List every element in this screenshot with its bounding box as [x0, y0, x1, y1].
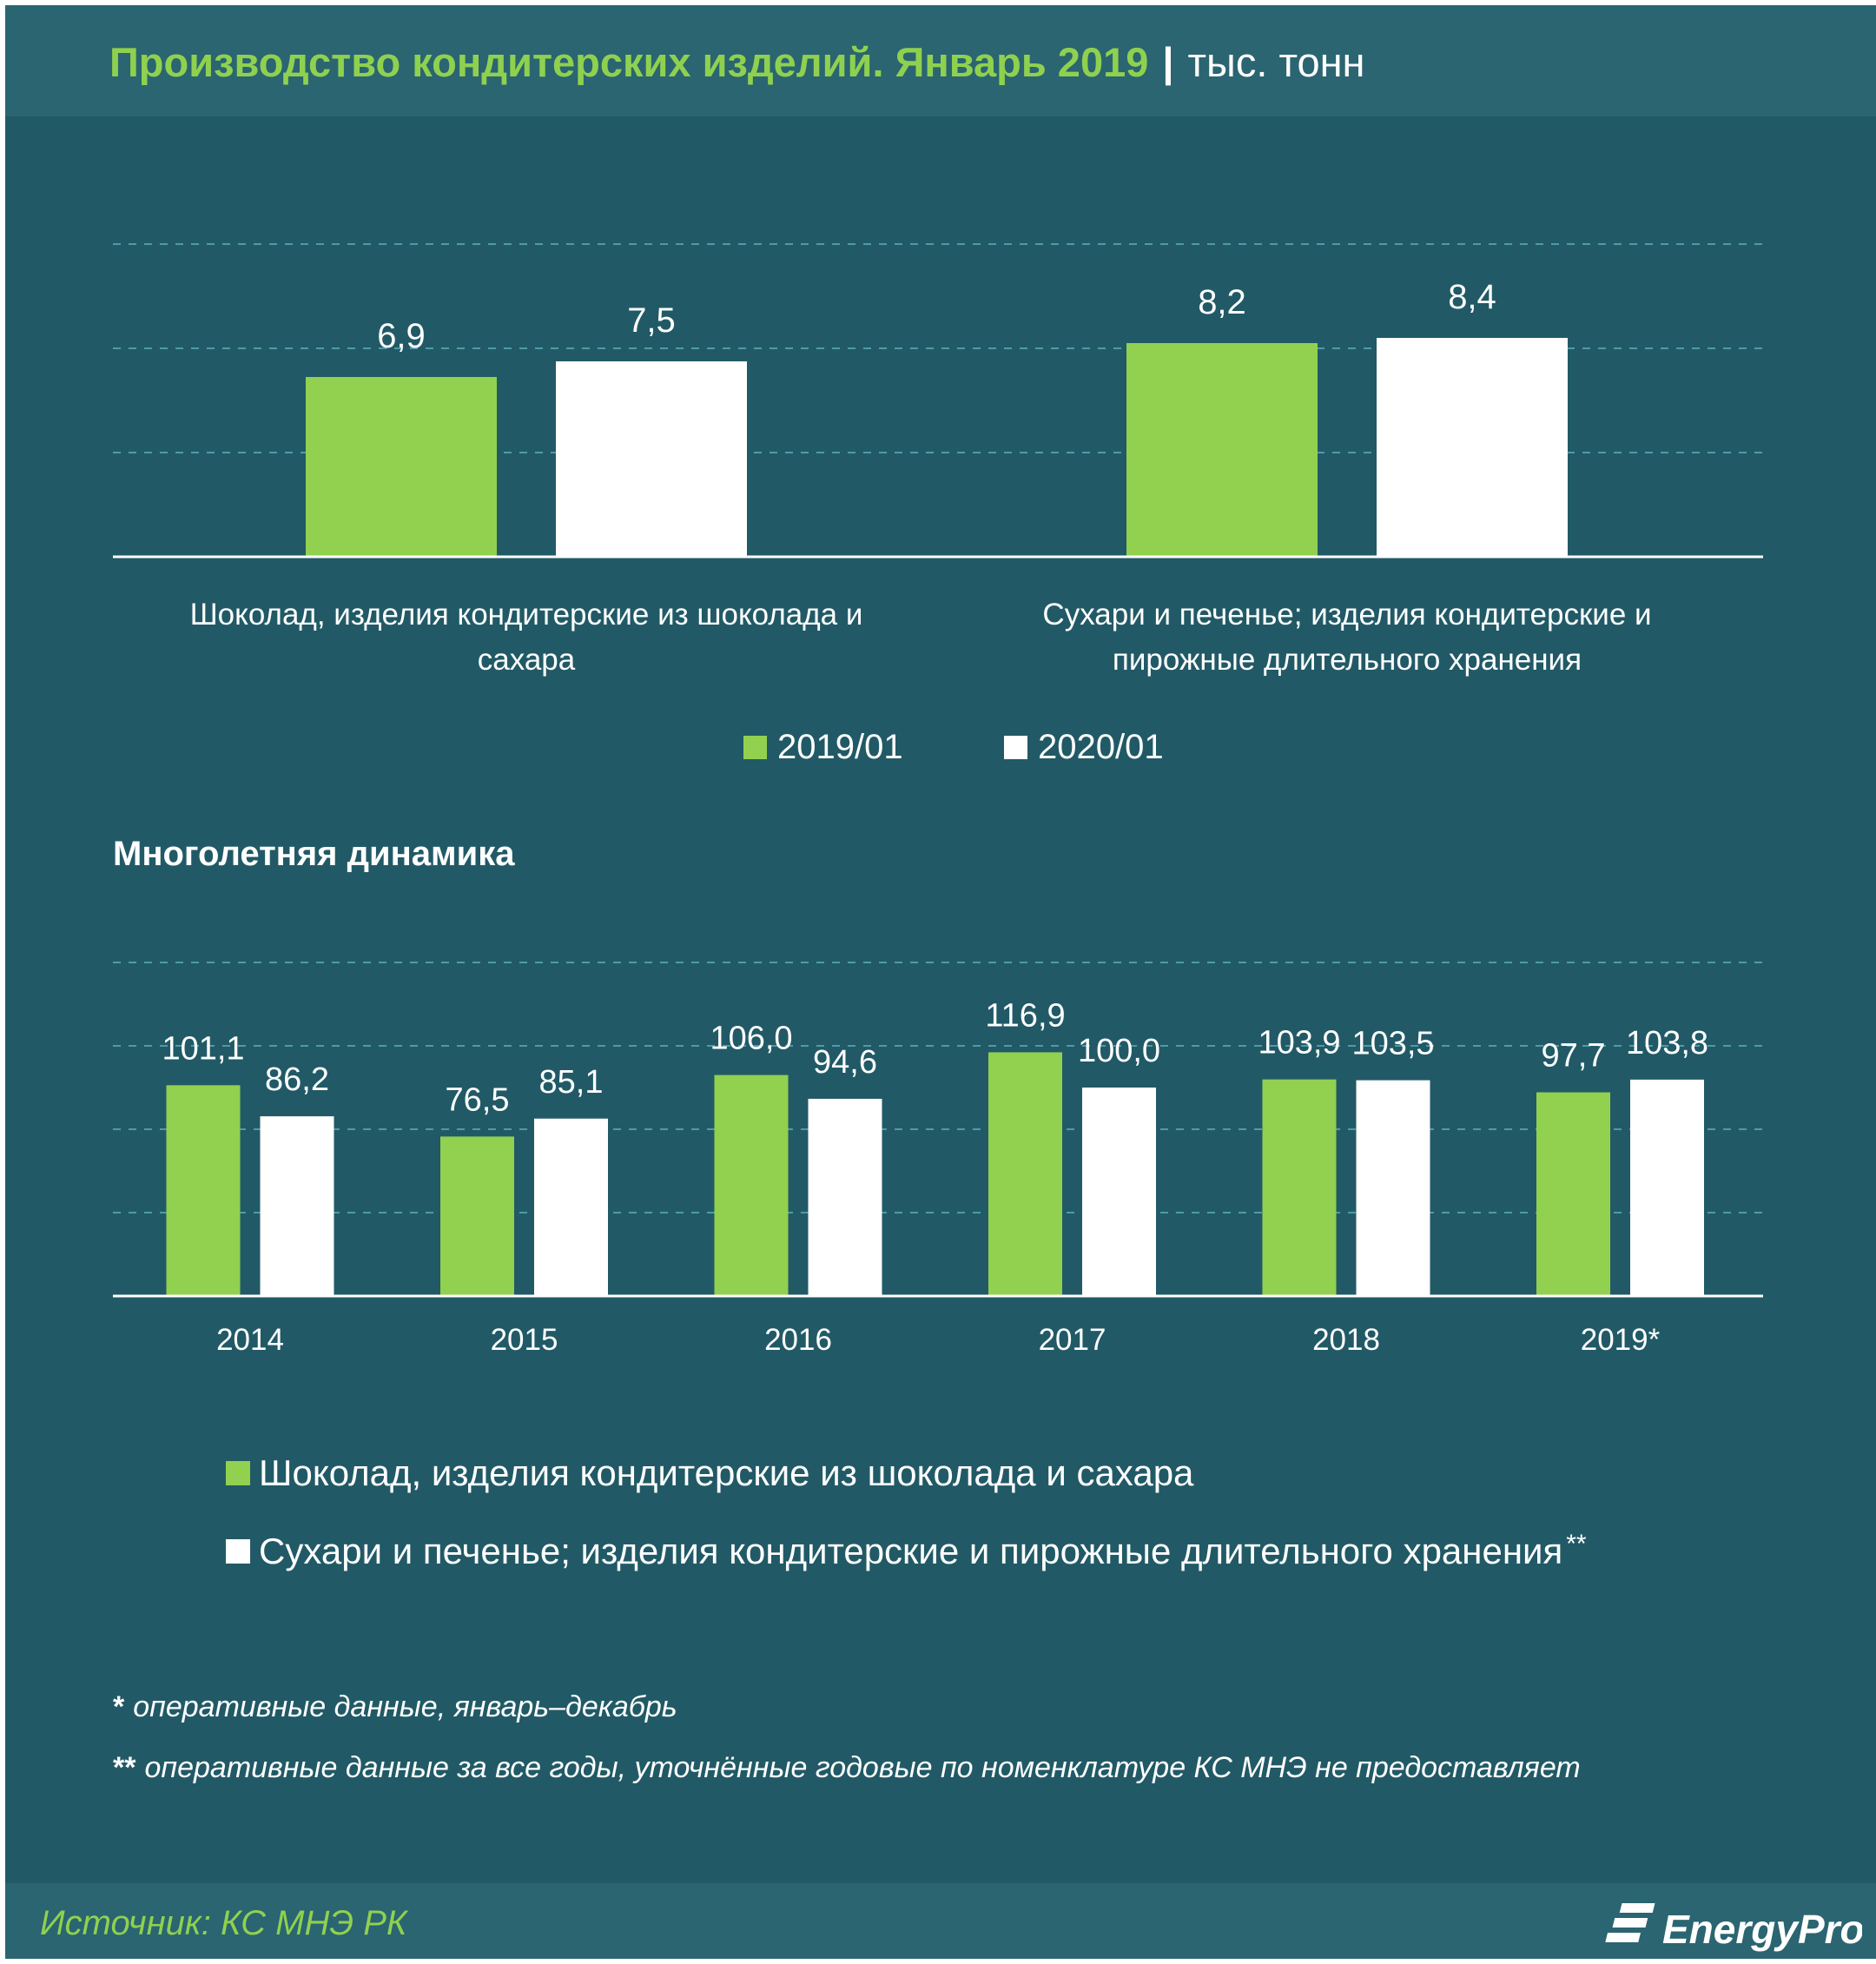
bar-bottom-s1-c3 [1082, 1088, 1156, 1296]
footnote-2-mark: ** [113, 1751, 136, 1784]
data-label-top-s0-c1: 8,2 [1198, 283, 1246, 321]
data-label-bottom-s1-c2: 94,6 [813, 1044, 877, 1081]
data-label-bottom-s0-c4: 103,9 [1258, 1025, 1340, 1061]
footnote-2: ** оперативные данные за все годы, уточнё… [113, 1751, 1581, 1785]
legend-bottom-label-chocolate: Шоколад, изделия кондитерские из шоколад… [259, 1452, 1194, 1493]
bar-top-s0-c1 [1126, 343, 1318, 557]
legend-swatch-green [226, 1461, 250, 1485]
footnote-1-mark: * [113, 1690, 125, 1723]
data-label-top-s1-c1: 8,4 [1448, 278, 1496, 316]
category-label-top-c1-l1: пирожные длительного хранения [1113, 643, 1582, 677]
legend-top-item-2020: 2020/01 [1004, 728, 1164, 767]
infographic-panel: Производство кондитерских изделий. Январ… [5, 5, 1876, 1959]
legend-bottom-label-suffix: ** [1566, 1530, 1587, 1558]
bar-bottom-s1-c4 [1356, 1080, 1430, 1296]
legend-bottom-item-biscuits: Сухари и печенье; изделия кондитерские и… [226, 1530, 1587, 1572]
bar-bottom-s0-c5 [1536, 1092, 1610, 1296]
category-label-bottom-c3-l0: 2017 [1039, 1323, 1106, 1357]
category-label-bottom-c1-l0: 2015 [491, 1323, 558, 1357]
bar-bottom-s0-c1 [440, 1136, 514, 1296]
bar-top-s1-c0 [556, 361, 747, 557]
section-title: Многолетняя динамика [113, 835, 515, 873]
data-label-bottom-s1-c0: 86,2 [265, 1061, 329, 1098]
data-label-bottom-s0-c5: 97,7 [1542, 1038, 1606, 1075]
title-unit: тыс. тонн [1187, 39, 1365, 85]
data-label-bottom-s0-c2: 106,0 [710, 1021, 792, 1057]
bar-top-s0-c0 [306, 377, 497, 557]
category-label-top-c1-l0: Сухари и печенье; изделия кондитерские и [1042, 598, 1651, 632]
data-label-top-s0-c0: 6,9 [377, 317, 426, 355]
chart-multiyear-dynamics: 101,1 86,2 2014 76,5 85,1 2015 106,0 94,6 2016 11… [113, 962, 1763, 1357]
data-label-bottom-s1-c4: 103,5 [1351, 1026, 1434, 1062]
legend-bottom-label-biscuits: Сухари и печенье; изделия кондитерские и… [259, 1531, 1563, 1571]
page-title: Производство кондитерских изделий. Январ… [109, 38, 1365, 86]
footer-band [5, 1883, 1876, 1959]
data-label-bottom-s1-c3: 100,0 [1078, 1033, 1160, 1069]
bar-bottom-s1-c1 [534, 1118, 608, 1296]
source-note: Источник: КС МНЭ РК [40, 1904, 407, 1942]
category-label-top-c0-l1: сахара [478, 643, 576, 677]
data-label-bottom-s0-c0: 101,1 [162, 1030, 244, 1067]
category-label-top-c0-l0: Шоколад, изделия кондитерские из шоколад… [190, 598, 863, 632]
footnote-1-text: оперативные данные, январь–декабрь [133, 1690, 677, 1723]
bar-bottom-s1-c0 [260, 1116, 334, 1296]
chart-january-comparison: 6,9 7,5 Шоколад, изделия кондитерские из ш… [113, 243, 1763, 677]
legend-swatch-green [743, 736, 767, 759]
category-label-bottom-c0-l0: 2014 [216, 1323, 284, 1357]
legend-bottom-item-chocolate: Шоколад, изделия кондитерские из шоколад… [226, 1452, 1193, 1494]
bar-bottom-s1-c2 [808, 1098, 882, 1296]
bar-bottom-s0-c4 [1262, 1079, 1337, 1296]
category-label-bottom-c4-l0: 2018 [1312, 1323, 1380, 1357]
data-label-bottom-s1-c5: 103,8 [1626, 1025, 1708, 1061]
data-label-bottom-s0-c3: 116,9 [985, 997, 1065, 1034]
energyprom-logo-icon: EnergyProm [1605, 1903, 1862, 1952]
legend-swatch-white [226, 1539, 250, 1564]
footnote-2-text: оперативные данные за все годы, уточнённ… [144, 1751, 1581, 1784]
bar-bottom-s0-c0 [166, 1085, 241, 1296]
header-band: Производство кондитерских изделий. Январ… [5, 5, 1876, 116]
legend-top-label-2020: 2020/01 [1038, 728, 1164, 766]
bar-bottom-s0-c3 [988, 1052, 1062, 1296]
legend-top-item-2019: 2019/01 [743, 728, 903, 767]
data-label-top-s1-c0: 7,5 [627, 301, 676, 340]
legend-swatch-white [1004, 736, 1027, 759]
data-label-bottom-s1-c1: 85,1 [539, 1064, 604, 1101]
title-text: Производство кондитерских изделий. Январ… [109, 39, 1149, 85]
legend-top-label-2019: 2019/01 [777, 728, 903, 766]
bar-bottom-s0-c2 [714, 1075, 789, 1296]
bar-bottom-s1-c5 [1630, 1079, 1704, 1296]
data-label-bottom-s0-c1: 76,5 [446, 1081, 510, 1118]
footnote-1: * оперативные данные, январь–декабрь [113, 1690, 677, 1724]
title-separator: | [1162, 39, 1174, 85]
category-label-bottom-c5-l0: 2019* [1581, 1323, 1661, 1357]
category-label-bottom-c2-l0: 2016 [764, 1323, 832, 1357]
bar-top-s1-c1 [1377, 338, 1568, 557]
logo-text: EnergyProm [1662, 1907, 1862, 1952]
